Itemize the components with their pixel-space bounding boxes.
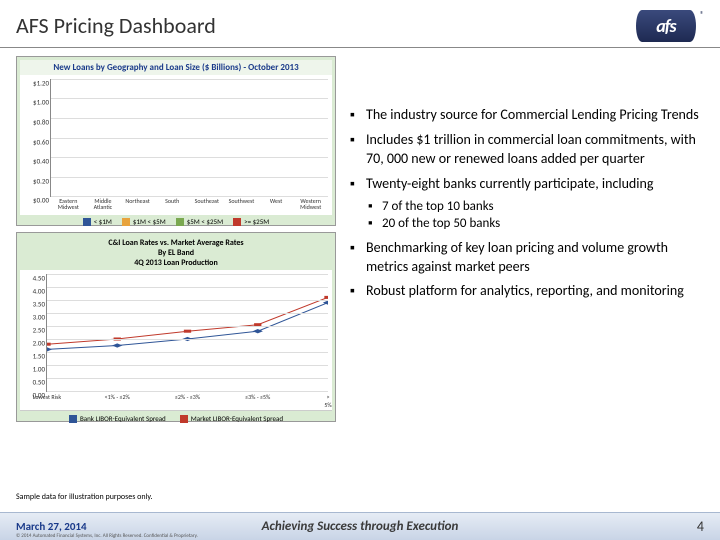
bullet-list: The industry source for Commercial Lendi…: [348, 106, 704, 301]
bullet-item: Benchmarking of key loan pricing and vol…: [348, 239, 704, 277]
line-chart-title: C&I Loan Rates vs. Market Average RatesB…: [20, 236, 332, 270]
tagline: Achieving Success through Execution: [262, 519, 459, 534]
line-chart-area: 0.000.501.001.502.002.503.003.504.004.50…: [20, 270, 332, 410]
header: AFS Pricing Dashboard afs ®: [0, 0, 720, 48]
bullet-item: Twenty-eight banks currently participate…: [348, 175, 704, 233]
bar-chart-area: $0.00$0.20$0.40$0.60$0.80$1.00$1.20Easte…: [20, 75, 332, 215]
logo: afs ®: [636, 10, 704, 42]
bullet-item: Includes $1 trillion in commercial loan …: [348, 131, 704, 169]
sub-bullet-list: 7 of the top 10 banks 20 of the top 50 b…: [366, 198, 704, 233]
line-chart: C&I Loan Rates vs. Market Average RatesB…: [16, 232, 336, 422]
sub-bullet-item: 7 of the top 10 banks: [366, 198, 704, 216]
line-plot: 0.000.501.001.502.002.503.003.504.004.50…: [46, 274, 328, 392]
page-number: 4: [697, 518, 704, 535]
content: New Loans by Geography and Loan Size ($ …: [0, 48, 720, 478]
page-title: AFS Pricing Dashboard: [16, 12, 216, 39]
bullets-column: The industry source for Commercial Lendi…: [348, 56, 704, 478]
bar-chart-legend: < $1M$1M < $5M$5M < $25M>= $25M: [20, 215, 332, 228]
line-chart-legend: Bank LIBOR-Equivalent SpreadMarket LIBOR…: [20, 410, 332, 426]
bar-plot: $0.00$0.20$0.40$0.60$0.80$1.00$1.20Easte…: [50, 79, 328, 197]
bar-chart-title: New Loans by Geography and Loan Size ($ …: [20, 60, 332, 75]
bar-chart: New Loans by Geography and Loan Size ($ …: [16, 56, 336, 226]
bullet-item: Robust platform for analytics, reporting…: [348, 282, 704, 301]
sub-bullet-item: 20 of the top 50 banks: [366, 215, 704, 233]
footer-date: March 27, 2014: [16, 520, 87, 533]
copyright: © 2014 Automated Financial Systems, Inc.…: [16, 533, 198, 539]
charts-column: New Loans by Geography and Loan Size ($ …: [16, 56, 336, 478]
bullet-item: The industry source for Commercial Lendi…: [348, 106, 704, 125]
disclaimer: Sample data for illustration purposes on…: [0, 490, 720, 502]
footer: Sample data for illustration purposes on…: [0, 490, 720, 540]
footer-bar: March 27, 2014 Achieving Success through…: [0, 512, 720, 540]
afs-logo-icon: afs: [636, 10, 696, 42]
slide: AFS Pricing Dashboard afs ® New Loans by…: [0, 0, 720, 540]
registered-mark: ®: [700, 10, 704, 20]
